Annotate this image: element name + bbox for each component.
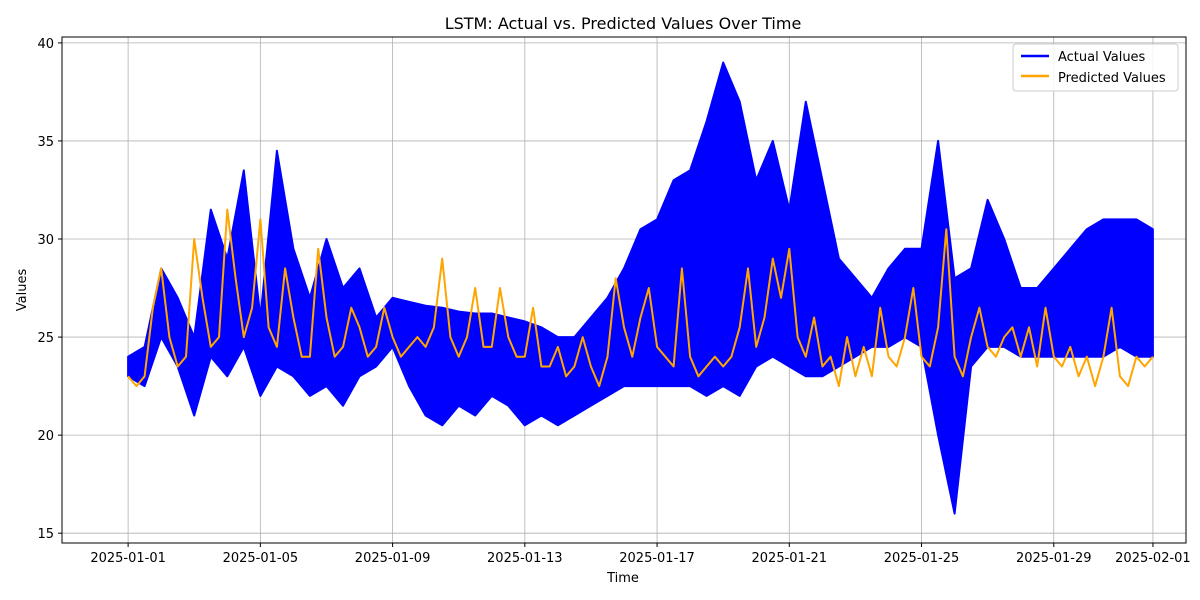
legend-box	[1012, 43, 1179, 92]
x-tick-label: 2025-01-01	[90, 551, 166, 566]
y-tick-label: 25	[37, 331, 54, 346]
chart-title: LSTM: Actual vs. Predicted Values Over T…	[445, 14, 802, 33]
y-tick-label: 40	[37, 37, 54, 52]
legend: Actual Values Predicted Values	[1012, 43, 1179, 92]
y-tick-label: 20	[37, 429, 54, 444]
x-tick-label: 2025-01-29	[1016, 551, 1092, 566]
legend-label-predicted: Predicted Values	[1058, 71, 1166, 86]
x-tick-label: 2025-01-13	[487, 551, 563, 566]
plot-area	[127, 61, 1154, 515]
x-axis: 2025-01-01 2025-01-05 2025-01-09 2025-01-13…	[90, 543, 1191, 566]
series-actual-values	[127, 61, 1154, 515]
y-tick-label: 35	[37, 135, 54, 150]
plot-frame	[61, 36, 1187, 544]
x-tick-label: 2025-01-17	[619, 551, 695, 566]
x-tick-label: 2025-02-01	[1115, 551, 1191, 566]
y-tick-label: 30	[37, 233, 54, 248]
x-axis-label: Time	[606, 571, 639, 586]
series-predicted-values	[127, 208, 1154, 388]
legend-label-actual: Actual Values	[1058, 50, 1146, 65]
x-tick-label: 2025-01-25	[884, 551, 960, 566]
y-tick-label: 15	[37, 527, 54, 542]
x-tick-label: 2025-01-21	[752, 551, 828, 566]
y-axis-label: Values	[15, 269, 30, 312]
y-axis: 15 20 25 30 35 40	[37, 37, 62, 542]
x-tick-label: 2025-01-09	[355, 551, 431, 566]
x-tick-label: 2025-01-05	[223, 551, 299, 566]
